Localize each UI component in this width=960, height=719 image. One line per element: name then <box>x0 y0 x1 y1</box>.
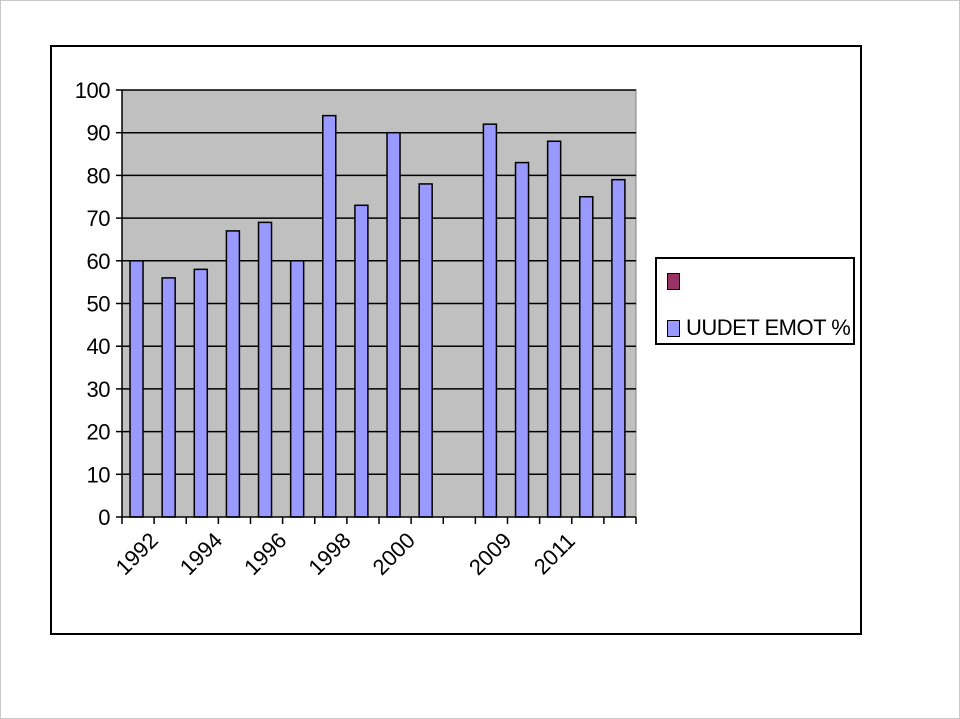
legend-swatch-series-1 <box>667 273 680 290</box>
bar-2009 <box>482 123 498 518</box>
bar-1992 <box>129 260 144 518</box>
y-tick-label: 90 <box>87 121 111 146</box>
bar-1999 <box>354 204 369 518</box>
bar-1995 <box>225 230 241 518</box>
x-tick-label: 1994 <box>175 528 227 580</box>
x-tick-label: 2000 <box>368 528 420 580</box>
y-tick-labels: 0 10 20 30 40 50 60 70 80 90 100 <box>75 78 111 530</box>
y-tick-label: 20 <box>87 420 111 445</box>
y-tick-label: 60 <box>87 249 111 274</box>
legend-label-uudet-emot: UUDET EMOT % <box>686 315 851 340</box>
x-tick-label: 1998 <box>303 528 355 580</box>
bar-1996 <box>257 221 273 518</box>
x-tick-label: 2009 <box>464 528 516 580</box>
y-tick-label: 0 <box>98 505 110 530</box>
x-tick-label: 1996 <box>239 528 291 580</box>
y-tick-label: 70 <box>87 206 111 231</box>
bar-2011 <box>546 140 562 518</box>
bar-1994 <box>193 268 209 518</box>
y-tick-label: 10 <box>87 462 111 487</box>
legend-swatch-uudet-emot <box>667 319 680 337</box>
axes <box>116 89 637 524</box>
y-tick-label: 40 <box>87 334 111 359</box>
x-tick-label: 1992 <box>111 528 163 580</box>
x-tick-label: 2011 <box>529 528 580 579</box>
y-tick-label: 100 <box>75 78 110 103</box>
y-tick-label: 80 <box>87 163 111 188</box>
y-tick-label: 30 <box>87 377 111 402</box>
bar-2001 <box>418 183 433 518</box>
bar-2013 <box>611 178 626 518</box>
bar-1997 <box>289 260 305 518</box>
y-tick-label: 50 <box>87 292 111 317</box>
legend-entry-uudet-emot: UUDET EMOT % <box>667 315 851 341</box>
bar-2010 <box>514 161 530 518</box>
bar-2000 <box>386 131 401 518</box>
legend: UUDET EMOT % <box>655 257 855 345</box>
legend-entry-series-1 <box>667 273 686 290</box>
bar-2012 <box>579 196 594 518</box>
bar-1998 <box>322 114 337 518</box>
bar-1993 <box>161 277 176 518</box>
x-tick-labels: 1992 1994 1996 1998 2000 2009 2011 <box>111 528 580 580</box>
